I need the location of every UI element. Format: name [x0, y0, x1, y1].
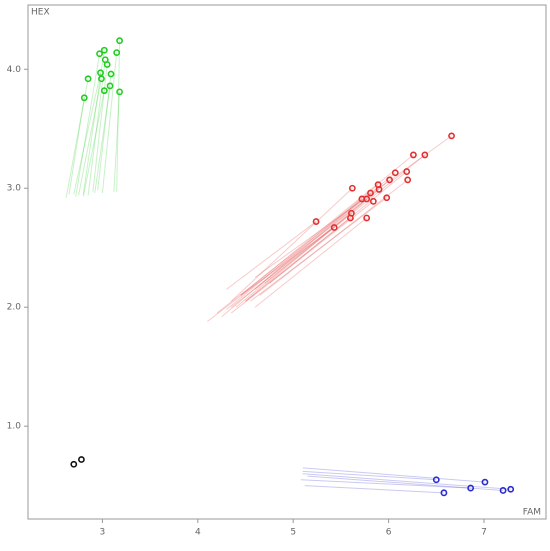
trail: [65, 78, 89, 198]
point: [116, 88, 123, 96]
point: [347, 214, 354, 222]
trail: [116, 40, 121, 192]
point: [386, 176, 393, 184]
trail: [75, 53, 101, 197]
point: [100, 87, 108, 95]
point: [403, 168, 411, 175]
plot-frame: [27, 4, 547, 520]
trail: [78, 78, 102, 196]
trail: [302, 470, 437, 481]
trail: [249, 197, 387, 302]
y-tick-label: 1.0: [7, 422, 22, 432]
point: [507, 485, 515, 493]
trail: [92, 64, 108, 192]
trail: [207, 198, 367, 322]
point: [100, 46, 108, 54]
point: [348, 184, 356, 192]
point: [467, 484, 475, 492]
trail: [73, 72, 101, 195]
trail: [68, 97, 85, 195]
y-tick-label: 2.0: [7, 303, 22, 313]
point: [358, 195, 366, 203]
trail: [226, 184, 379, 310]
y-tick-label: 3.0: [7, 184, 22, 194]
trail: [113, 91, 121, 192]
trail: [254, 135, 452, 278]
point: [369, 197, 377, 205]
trail: [82, 50, 105, 195]
point: [383, 194, 391, 202]
trail: [82, 90, 105, 197]
trail: [230, 187, 353, 302]
trail: [302, 473, 511, 490]
point: [499, 487, 507, 494]
point: [103, 61, 111, 68]
point: [363, 214, 371, 222]
trail: [216, 192, 371, 314]
trail: [300, 479, 471, 489]
point: [78, 456, 85, 463]
trail: [307, 475, 504, 491]
point: [330, 224, 338, 231]
trail: [254, 172, 396, 290]
point: [80, 94, 88, 102]
point: [98, 75, 105, 83]
trail: [230, 212, 352, 308]
point: [97, 69, 104, 77]
trail: [264, 154, 426, 284]
trail: [269, 171, 408, 284]
point: [440, 489, 448, 497]
point: [70, 460, 78, 468]
trail: [259, 179, 408, 296]
y-tick-label: 4.0: [7, 65, 22, 75]
trail: [97, 73, 112, 191]
point: [432, 476, 440, 484]
trail: [230, 200, 374, 314]
point: [113, 49, 121, 56]
trail: [240, 227, 335, 296]
trail: [87, 59, 106, 196]
point: [409, 151, 417, 159]
trail: [245, 189, 380, 302]
point: [391, 169, 399, 177]
trail: [240, 154, 414, 296]
point: [84, 75, 92, 83]
x-tick-label: 4: [195, 528, 201, 538]
trail: [302, 467, 485, 483]
trail: [101, 52, 118, 194]
y-axis-label: HEX: [31, 8, 50, 18]
point: [312, 218, 320, 225]
x-tick-label: 7: [481, 528, 487, 538]
point: [116, 37, 123, 45]
point: [106, 82, 114, 90]
trail: [304, 485, 444, 494]
point: [375, 186, 383, 193]
x-tick-label: 5: [290, 528, 296, 538]
x-tick-label: 6: [386, 528, 392, 538]
trail: [254, 217, 367, 308]
trail: [221, 198, 363, 318]
trail: [245, 217, 351, 302]
x-tick-label: 3: [100, 528, 106, 538]
point: [421, 151, 429, 159]
point: [107, 70, 115, 78]
point: [96, 50, 103, 58]
trail: [94, 85, 111, 194]
x-axis-label: FAM: [523, 508, 541, 518]
point: [481, 478, 489, 486]
point: [448, 132, 455, 140]
trail: [226, 221, 317, 290]
point: [367, 189, 374, 197]
point: [404, 176, 412, 184]
